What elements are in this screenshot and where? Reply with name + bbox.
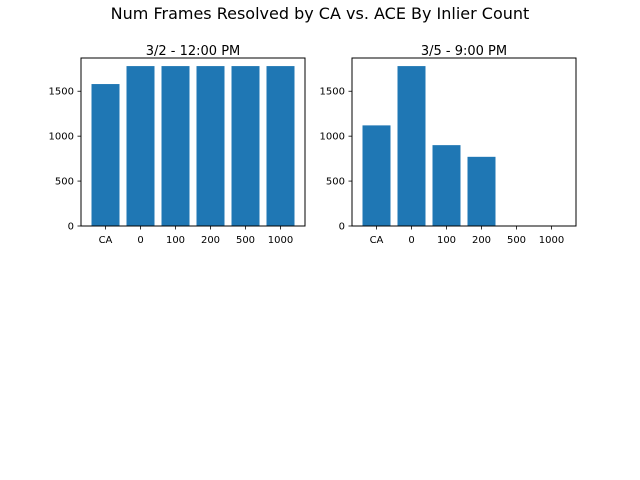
subplot-right-frame <box>351 57 577 227</box>
left-bar-1000 <box>266 66 295 226</box>
left-y-tick-label: 1500 <box>49 87 74 98</box>
left-bar-500 <box>231 66 260 226</box>
subplot-right-title: 3/5 - 9:00 PM <box>421 44 507 59</box>
subplot-left-title: 3/2 - 12:00 PM <box>146 44 241 59</box>
right-x-tick-label: CA <box>370 235 384 246</box>
right-x-tick-label: 100 <box>437 235 456 246</box>
right-bar-200 <box>467 156 496 226</box>
left-x-tick-label: 1000 <box>268 235 293 246</box>
right-x-tick-label: 0 <box>408 235 414 246</box>
left-x-tick-label: 200 <box>201 235 220 246</box>
left-bar-CA <box>91 84 120 226</box>
left-bar-200 <box>196 66 225 226</box>
figure-title: Num Frames Resolved by CA vs. ACE By Inl… <box>111 4 530 23</box>
left-y-tick-label: 1000 <box>49 132 74 143</box>
right-y-tick-label: 1000 <box>320 132 345 143</box>
left-x-tick-label: 100 <box>166 235 185 246</box>
right-bar-0 <box>397 66 426 226</box>
right-bar-CA <box>362 125 391 226</box>
left-bar-100 <box>161 66 190 226</box>
subplot-left: 3/2 - 12:00 PM CA 0 100 200 500 1000 0 500 1000 1… <box>49 44 306 246</box>
right-x-tick-label: 1000 <box>539 235 564 246</box>
right-bar-100 <box>432 145 461 226</box>
left-x-tick-label: CA <box>99 235 113 246</box>
right-y-tick-label: 1500 <box>320 87 345 98</box>
right-y-tick-label: 0 <box>339 222 345 233</box>
left-y-tick-label: 0 <box>68 222 74 233</box>
right-x-tick-label: 200 <box>472 235 491 246</box>
right-y-tick-label: 500 <box>326 177 345 188</box>
subplot-left-frame <box>80 57 306 227</box>
left-y-tick-label: 500 <box>55 177 74 188</box>
left-x-tick-label: 500 <box>236 235 255 246</box>
left-x-tick-label: 0 <box>137 235 143 246</box>
subplot-right: 3/5 - 9:00 PM CA 0 100 200 500 1000 0 500 1000 15… <box>320 44 577 246</box>
left-bar-0 <box>126 66 155 226</box>
right-x-tick-label: 500 <box>507 235 526 246</box>
